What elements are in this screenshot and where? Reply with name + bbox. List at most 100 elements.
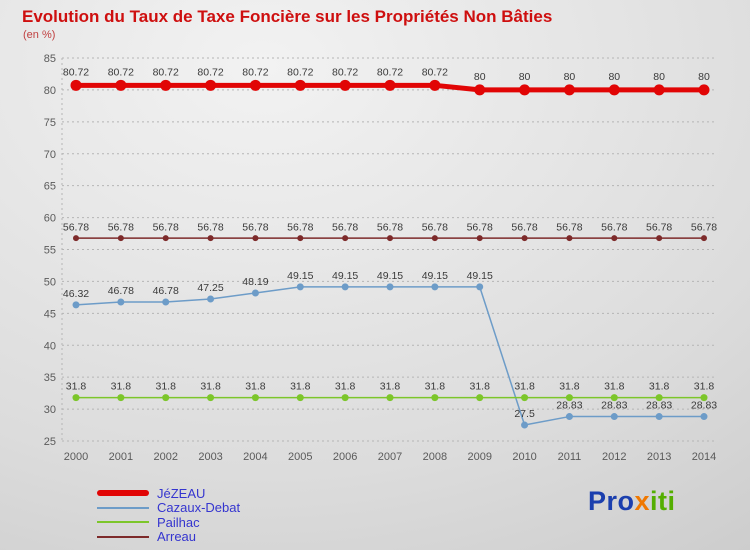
svg-text:31.8: 31.8: [111, 381, 132, 393]
svg-text:25: 25: [44, 436, 56, 448]
svg-text:56.78: 56.78: [63, 222, 89, 234]
svg-text:49.15: 49.15: [332, 270, 358, 282]
svg-text:49.15: 49.15: [422, 270, 448, 282]
svg-text:31.8: 31.8: [514, 381, 535, 393]
proxiti-logo: Proxiti: [588, 486, 676, 517]
svg-text:2001: 2001: [109, 451, 133, 463]
legend-swatch: [97, 506, 149, 509]
svg-text:2000: 2000: [64, 451, 88, 463]
svg-text:56.78: 56.78: [467, 222, 493, 234]
legend: JéZEAU Cazaux-Debat Pailhac Arreau: [97, 486, 240, 544]
svg-text:50: 50: [44, 276, 56, 288]
svg-text:46.32: 46.32: [63, 288, 89, 300]
data-labels: 80.72 80.72 80.72 80.72 80.72 80.72 80.72 80.72…: [63, 66, 717, 420]
x-axis-labels: 2000 2001 2002 2003 2004 2005 2006 2007 2008 2009…: [64, 451, 716, 463]
y-axis-labels: 25 30 35 40 45 50 55 60 65 70 75 80 85: [44, 53, 56, 448]
svg-text:2011: 2011: [558, 451, 582, 463]
logo-part: iti: [650, 486, 676, 516]
svg-text:27.5: 27.5: [514, 408, 535, 420]
legend-swatch: [97, 535, 149, 538]
svg-text:80.72: 80.72: [377, 66, 403, 78]
svg-text:28.83: 28.83: [691, 400, 717, 412]
svg-text:80.72: 80.72: [153, 66, 179, 78]
svg-text:56.78: 56.78: [108, 222, 134, 234]
svg-text:65: 65: [44, 181, 56, 193]
svg-text:56.78: 56.78: [646, 222, 672, 234]
svg-text:48.19: 48.19: [242, 276, 268, 288]
svg-text:80.72: 80.72: [242, 66, 268, 78]
svg-text:49.15: 49.15: [287, 270, 313, 282]
svg-text:2004: 2004: [243, 451, 267, 463]
logo-part: x: [634, 486, 651, 516]
svg-text:56.78: 56.78: [691, 222, 717, 234]
svg-text:28.83: 28.83: [601, 400, 627, 412]
legend-label: JéZEAU: [157, 485, 206, 501]
svg-text:56.78: 56.78: [422, 222, 448, 234]
chart-subtitle: (en %): [23, 29, 56, 41]
svg-text:45: 45: [44, 308, 56, 320]
svg-text:56.78: 56.78: [377, 222, 403, 234]
svg-text:31.8: 31.8: [559, 381, 580, 393]
svg-text:70: 70: [44, 149, 56, 161]
svg-text:56.78: 56.78: [556, 222, 582, 234]
svg-text:31.8: 31.8: [155, 381, 176, 393]
svg-text:31.8: 31.8: [66, 381, 87, 393]
svg-text:46.78: 46.78: [153, 285, 179, 297]
svg-text:80: 80: [519, 71, 531, 83]
svg-text:80: 80: [474, 71, 486, 83]
series-markers: [70, 79, 710, 429]
svg-text:28.83: 28.83: [556, 400, 582, 412]
svg-text:56.78: 56.78: [511, 222, 537, 234]
svg-text:35: 35: [44, 372, 56, 384]
svg-text:31.8: 31.8: [200, 381, 221, 393]
legend-item: Pailhac: [97, 515, 240, 530]
svg-text:46.78: 46.78: [108, 285, 134, 297]
svg-text:47.25: 47.25: [197, 282, 223, 294]
svg-text:80.72: 80.72: [197, 66, 223, 78]
legend-item: Arreau: [97, 530, 240, 545]
svg-text:31.8: 31.8: [604, 381, 625, 393]
svg-text:80.72: 80.72: [332, 66, 358, 78]
legend-label: Arreau: [157, 529, 197, 545]
svg-text:60: 60: [44, 213, 56, 225]
svg-text:49.15: 49.15: [467, 270, 493, 282]
logo-part: Pro: [588, 486, 635, 516]
series-lines: [73, 82, 707, 426]
svg-text:80.72: 80.72: [63, 66, 89, 78]
svg-text:2014: 2014: [692, 451, 716, 463]
svg-text:31.8: 31.8: [694, 381, 715, 393]
svg-text:2012: 2012: [602, 451, 626, 463]
svg-text:31.8: 31.8: [290, 381, 311, 393]
svg-text:80.72: 80.72: [422, 66, 448, 78]
svg-text:75: 75: [44, 117, 56, 129]
svg-text:80.72: 80.72: [287, 66, 313, 78]
svg-text:56.78: 56.78: [601, 222, 627, 234]
svg-text:49.15: 49.15: [377, 270, 403, 282]
svg-text:31.8: 31.8: [380, 381, 401, 393]
svg-text:2002: 2002: [153, 451, 177, 463]
svg-text:85: 85: [44, 53, 56, 65]
svg-text:2009: 2009: [467, 451, 491, 463]
legend-label: Cazaux-Debat: [157, 500, 241, 516]
svg-text:56.78: 56.78: [242, 222, 268, 234]
svg-text:31.8: 31.8: [469, 381, 490, 393]
legend-swatch: [97, 490, 149, 497]
svg-text:80: 80: [608, 71, 620, 83]
svg-text:80.72: 80.72: [108, 66, 134, 78]
svg-text:31.8: 31.8: [335, 381, 356, 393]
svg-text:2007: 2007: [378, 451, 402, 463]
svg-text:2003: 2003: [198, 451, 222, 463]
svg-text:56.78: 56.78: [332, 222, 358, 234]
legend-item: JéZEAU: [97, 486, 240, 501]
svg-text:31.8: 31.8: [425, 381, 446, 393]
svg-text:80: 80: [698, 71, 710, 83]
svg-text:56.78: 56.78: [153, 222, 179, 234]
gridlines: [61, 57, 714, 442]
svg-text:2005: 2005: [288, 451, 312, 463]
svg-text:31.8: 31.8: [649, 381, 670, 393]
svg-text:28.83: 28.83: [646, 400, 672, 412]
svg-text:80: 80: [44, 85, 56, 97]
svg-text:30: 30: [44, 404, 56, 416]
